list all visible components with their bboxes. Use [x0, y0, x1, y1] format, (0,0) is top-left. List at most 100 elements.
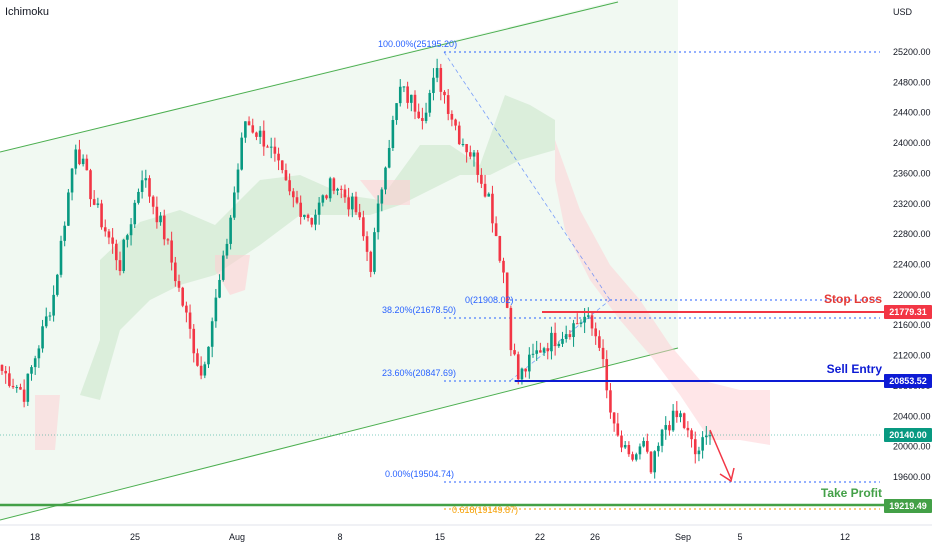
candle-body [480, 174, 483, 184]
candle-body [642, 440, 645, 447]
candle-body [446, 95, 450, 114]
candle-body [664, 425, 668, 430]
candle-body [450, 113, 454, 120]
candle-body [579, 322, 583, 324]
price-tag-current: 20140.00 [884, 428, 932, 442]
candle-body [277, 153, 280, 161]
candle-body [424, 112, 428, 121]
candle-body [122, 239, 125, 272]
candle-body [19, 387, 22, 390]
candle-body [185, 305, 188, 313]
candle-body [33, 358, 37, 368]
x-tick-label: 12 [840, 532, 850, 542]
candle-body [240, 137, 243, 170]
candle-body [457, 125, 461, 145]
candle-body [351, 196, 354, 210]
candle-body [162, 215, 166, 240]
candle-body [631, 454, 634, 460]
candle-body [362, 217, 365, 237]
candle-body [461, 144, 465, 146]
y-tick-label: 21200.00 [893, 351, 931, 361]
candle-body [44, 316, 48, 327]
candle-body [605, 359, 609, 391]
candle-body [653, 451, 656, 473]
candle-body [553, 332, 557, 347]
x-tick-label: Aug [229, 532, 245, 542]
candle-body [255, 132, 258, 137]
price-axis[interactable]: 19600.0020000.0020400.0020800.0021200.00… [893, 47, 931, 482]
candle-body [332, 178, 336, 191]
candle-body [509, 307, 513, 351]
candle-body [4, 370, 7, 374]
candle-body [657, 445, 660, 452]
candle-body [575, 323, 579, 325]
candle-body [310, 217, 314, 225]
candle-body [288, 180, 291, 192]
candle-body [236, 169, 240, 193]
candle-body [524, 368, 527, 372]
candle-body [465, 144, 468, 153]
candle-body [587, 315, 590, 317]
candle-body [598, 336, 601, 348]
candle-body [373, 232, 376, 272]
candle-body [78, 149, 81, 165]
candle-body [266, 146, 269, 148]
candle-body [56, 274, 59, 295]
candle-body [395, 103, 398, 121]
candle-body [365, 236, 369, 252]
candle-body [682, 413, 686, 428]
candle-body [498, 236, 502, 261]
candle-body [572, 323, 575, 338]
x-tick-label: 18 [30, 532, 40, 542]
time-axis[interactable]: 18 25 Aug 8 15 22 26 Sep 5 12 [30, 532, 850, 542]
candle-body [531, 353, 535, 355]
y-tick-label: 21600.00 [893, 320, 931, 330]
candle-body [210, 321, 214, 347]
candle-body [660, 429, 664, 446]
candle-body [612, 412, 616, 424]
candle-body [148, 178, 151, 197]
candle-body [705, 435, 708, 438]
candle-body [601, 347, 605, 360]
candle-body [151, 196, 155, 207]
price-tag-take-profit: 19219.49 [884, 499, 932, 513]
candle-body [535, 350, 538, 354]
candle-body [15, 387, 19, 389]
take-profit-label: Take Profit [821, 486, 882, 500]
candle-body [413, 94, 417, 112]
candle-body [583, 316, 586, 323]
candle-body [244, 121, 247, 138]
fib-label-0618: 0.618(19149.87) [452, 505, 518, 515]
candle-body [140, 180, 144, 192]
candle-body [11, 385, 15, 388]
candle-body [159, 215, 162, 223]
fib-label-382: 38.20%(21678.50) [382, 305, 456, 315]
y-tick-label: 22400.00 [893, 260, 931, 270]
fib-retracement [443, 51, 880, 510]
candle-body [686, 427, 690, 431]
candle-body [491, 193, 494, 224]
candle-body [387, 147, 391, 168]
candle-body [343, 189, 347, 198]
candle-body [421, 118, 424, 121]
chart-title: Ichimoku [5, 6, 49, 18]
candle-body [137, 191, 140, 203]
sell-entry-label: Sell Entry [827, 362, 883, 376]
candle-body [299, 202, 302, 217]
candle-body [314, 214, 317, 225]
candle-body [321, 195, 325, 203]
candle-body [111, 237, 114, 244]
fib-label-100: 100.00%(25195.20) [378, 39, 457, 49]
y-tick-label: 23200.00 [893, 199, 931, 209]
candle-body [22, 389, 26, 402]
candle-body [247, 121, 251, 126]
candle-body [89, 170, 92, 200]
x-tick-label: 26 [590, 532, 600, 542]
candle-body [155, 206, 159, 223]
candle-body [126, 235, 129, 240]
candle-body [406, 86, 409, 103]
candle-body [432, 77, 435, 94]
candle-body [354, 196, 358, 213]
candle-body [701, 437, 704, 451]
candle-body [70, 168, 74, 193]
